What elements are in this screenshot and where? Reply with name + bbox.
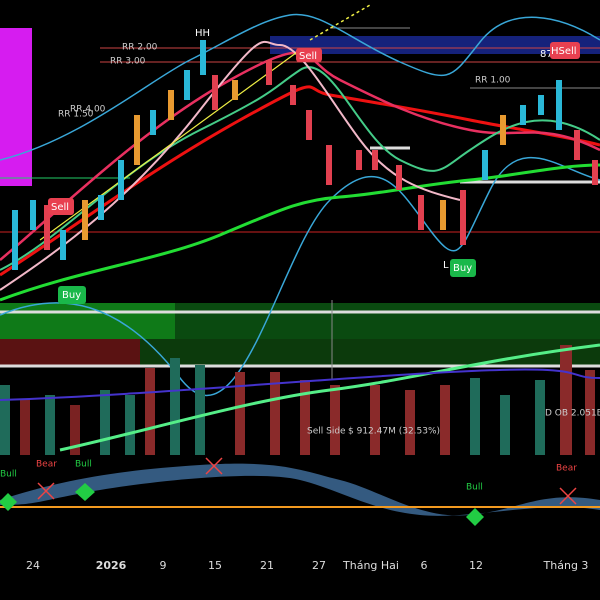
hsell-tag — [550, 42, 580, 59]
oscillator-area — [0, 463, 600, 516]
buy-tag — [58, 286, 86, 304]
demand-zone-strong — [0, 303, 175, 339]
sell-tag — [296, 48, 322, 62]
volume-ma — [59, 343, 600, 452]
rr-label: RR 4.00 — [70, 105, 106, 115]
liquidity-zone — [270, 36, 600, 54]
upper-band — [0, 13, 600, 161]
rr-label: RR 1.50 — [58, 110, 94, 120]
sell-label: Sell — [51, 202, 69, 213]
rr-label: RR 1.00 — [475, 76, 511, 86]
volume-line — [0, 368, 600, 401]
sell-side-label: Sell Side — [307, 427, 346, 437]
l-label: L — [443, 260, 449, 271]
x-axis-label: 24 — [26, 559, 40, 572]
sell-side-value: $ 912.47M (32.53%) — [348, 427, 440, 437]
x-axis-label: 12 — [469, 559, 483, 572]
buy-tag — [450, 259, 476, 277]
sell-label: Sell — [299, 51, 317, 62]
supply-zone — [0, 339, 140, 367]
x-axis-label: 21 — [260, 559, 274, 572]
x-axis-label: 27 — [312, 559, 326, 572]
x-axis-label: 2026 — [96, 559, 127, 572]
candles — [12, 40, 598, 270]
buy-label: Buy — [453, 263, 472, 274]
bull-marker — [466, 508, 484, 526]
rr-label: RR 2.00 — [122, 43, 158, 53]
buy-label: Buy — [62, 290, 81, 301]
order-block-label: D OB 2.051B ( — [545, 409, 600, 419]
sell-tag — [48, 198, 74, 215]
x-axis-label: 6 — [421, 559, 428, 572]
bull-marker — [75, 483, 95, 501]
x-axis-label: Tháng 3 — [543, 559, 589, 572]
lower-band — [0, 157, 600, 397]
ma-green — [0, 163, 600, 302]
bull-marker — [0, 493, 17, 511]
bear-label: Bear — [36, 460, 57, 470]
hh-label: HH — [195, 28, 210, 39]
bear-marker — [37, 457, 577, 505]
bull-label: Bull — [466, 483, 483, 493]
rr-label: RR 3.00 — [110, 57, 146, 67]
x-axis-label: Tháng Hai — [342, 559, 399, 572]
price-label: 87 — [540, 49, 553, 60]
hsell-label: HSell — [551, 46, 577, 57]
ma-light — [0, 40, 461, 291]
x-axis-label: 9 — [160, 559, 167, 572]
promo-panel — [0, 28, 32, 186]
x-axis-label: 15 — [208, 559, 222, 572]
bull-label: Bull — [0, 470, 17, 480]
bear-label: Bear — [556, 464, 577, 474]
bull-label: Bull — [75, 460, 92, 470]
